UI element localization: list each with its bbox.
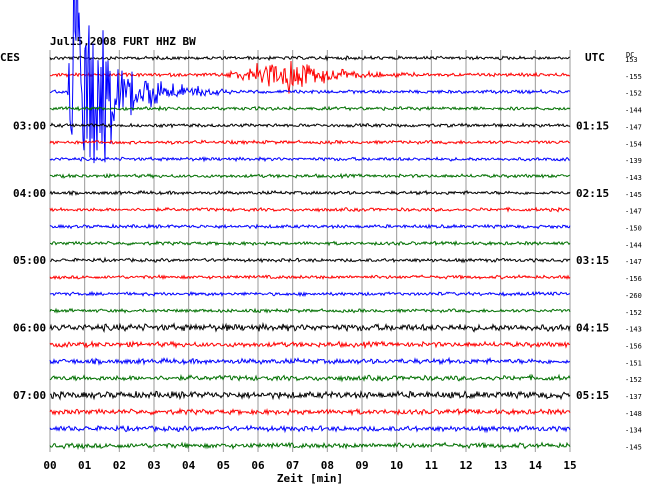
dc-offset-label: -154: [625, 140, 642, 148]
dc-offset-label: -152: [625, 90, 642, 98]
dc-label: DC: [626, 51, 634, 59]
x-tick-label: 05: [217, 459, 230, 472]
dc-offset-label: -156: [625, 342, 642, 350]
trace-line: [49, 156, 571, 163]
x-tick-label: 09: [355, 459, 368, 472]
dc-offset-label: -145: [625, 191, 642, 199]
dc-offset-label: -147: [625, 123, 642, 131]
dc-offset-label: -148: [625, 410, 642, 418]
dc-offset-label: 153: [625, 56, 638, 64]
trace-line: [49, 189, 571, 197]
x-tick-label: 06: [251, 459, 265, 472]
trace-line: [49, 274, 571, 281]
trace-line: [49, 206, 571, 213]
x-tick-label: 07: [286, 459, 299, 472]
dc-offset-label: -137: [625, 393, 642, 401]
left-time-label: 04:00: [13, 187, 46, 200]
trace-line: [49, 60, 571, 94]
trace-line: [49, 390, 571, 401]
trace-line: [49, 54, 570, 62]
left-axis-label: CES: [0, 51, 20, 64]
dc-offset-label: -147: [625, 258, 642, 266]
trace-line: [49, 424, 571, 434]
x-axis-label: Zeit [min]: [277, 472, 343, 485]
trace-line: [49, 139, 571, 146]
dc-offset-label: -152: [625, 309, 642, 317]
x-tick-label: 10: [390, 459, 403, 472]
trace-line: [49, 441, 571, 451]
right-time-label: 05:15: [576, 389, 609, 402]
dc-offset-label: -144: [625, 241, 642, 249]
trace-line: [49, 356, 571, 366]
trace-line: [49, 340, 571, 350]
x-tick-label: 13: [494, 459, 507, 472]
chart-title: Jul15,2008 FURT HHZ BW: [50, 35, 196, 48]
left-time-label: 03:00: [13, 119, 46, 132]
left-time-label: 06:00: [13, 322, 46, 335]
trace-line: [49, 105, 571, 112]
trace-line: [49, 321, 571, 334]
x-tick-label: 14: [529, 459, 543, 472]
dc-offset-label: -150: [625, 225, 642, 233]
grid-lines: [49, 50, 571, 452]
right-time-label: 04:15: [576, 322, 609, 335]
dc-offset-label: -147: [625, 208, 642, 216]
dc-offset-label: -260: [625, 292, 642, 300]
dc-offset-label: -143: [625, 326, 642, 334]
left-time-label: 07:00: [13, 389, 46, 402]
trace-line: [49, 172, 571, 180]
dc-offset-labels: 153 -155 -152 -144 -147 -154 -139 -143 -145 -147 -…: [625, 56, 642, 452]
trace-line: [49, 290, 571, 298]
dc-offset-label: -155: [625, 73, 642, 81]
dc-offset-label: -144: [625, 107, 642, 115]
traces: [49, 0, 571, 451]
trace-line: [49, 223, 571, 230]
x-tick-label: 01: [78, 459, 92, 472]
x-tick-label: 04: [182, 459, 196, 472]
x-tick-label: 11: [425, 459, 439, 472]
x-tick-label: 03: [147, 459, 160, 472]
right-axis-label: UTC: [585, 51, 605, 64]
x-tick-label: 12: [459, 459, 472, 472]
dc-offset-label: -134: [625, 427, 642, 435]
right-time-label: 02:15: [576, 187, 609, 200]
right-time-labels: 01:15 02:15 03:15 04:15 05:15: [576, 119, 609, 402]
right-time-label: 03:15: [576, 254, 609, 267]
trace-line: [49, 122, 571, 129]
dc-offset-label: -151: [625, 359, 642, 367]
trace-line: [49, 0, 571, 164]
dc-offset-label: -156: [625, 275, 642, 283]
trace-line: [49, 373, 571, 383]
dc-offset-label: -145: [625, 444, 642, 452]
trace-line: [49, 240, 571, 247]
dc-offset-label: -139: [625, 157, 642, 165]
x-tick-label: 02: [113, 459, 126, 472]
trace-line: [49, 307, 571, 314]
dc-offset-label: -143: [625, 174, 642, 182]
left-time-labels: 03:00 04:00 05:00 06:00 07:00: [13, 119, 46, 402]
right-time-label: 01:15: [576, 119, 609, 132]
x-tick-labels: 00 01 02 03 04 05 06 07 08 09 10 11 12 13 14 15: [43, 459, 576, 472]
x-tick-label: 15: [563, 459, 576, 472]
x-tick-label: 00: [43, 459, 56, 472]
dc-offset-label: -152: [625, 376, 642, 384]
trace-line: [49, 407, 571, 417]
x-tick-label: 08: [321, 459, 334, 472]
trace-line: [49, 256, 571, 264]
left-time-label: 05:00: [13, 254, 46, 267]
